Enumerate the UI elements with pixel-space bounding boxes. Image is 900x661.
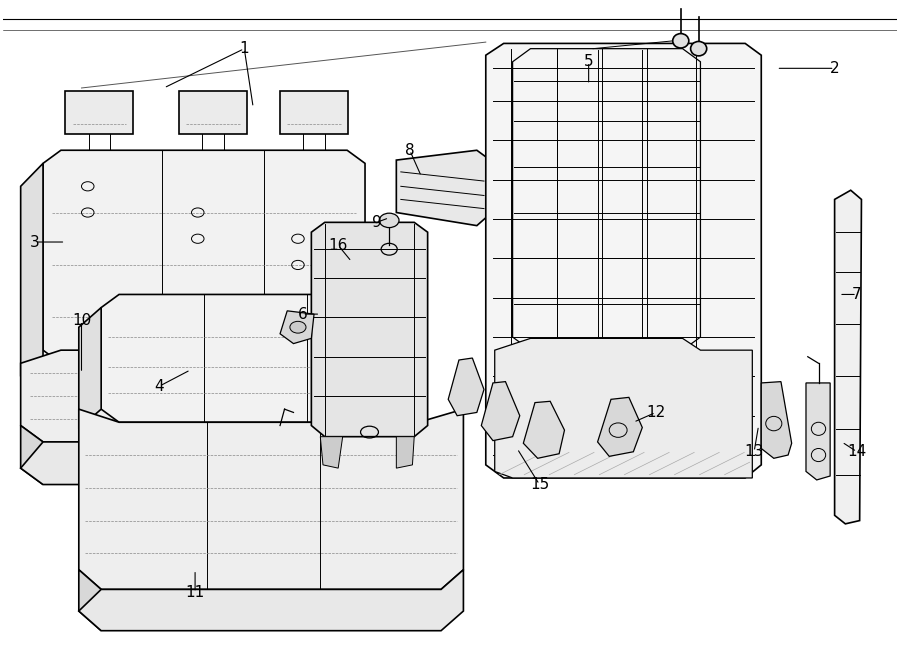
Polygon shape <box>43 150 365 364</box>
Text: 16: 16 <box>328 238 348 253</box>
Text: 4: 4 <box>155 379 164 394</box>
Text: 14: 14 <box>847 444 867 459</box>
Polygon shape <box>834 190 861 524</box>
Text: 5: 5 <box>584 54 593 69</box>
Ellipse shape <box>379 214 399 227</box>
Polygon shape <box>311 222 428 437</box>
Polygon shape <box>79 570 464 631</box>
Text: 9: 9 <box>372 215 382 230</box>
Polygon shape <box>482 381 520 441</box>
Ellipse shape <box>290 321 306 333</box>
Text: 1: 1 <box>239 41 249 56</box>
Polygon shape <box>21 350 391 442</box>
Polygon shape <box>21 426 43 485</box>
Ellipse shape <box>672 34 688 48</box>
Polygon shape <box>21 426 391 485</box>
Polygon shape <box>396 437 414 468</box>
Polygon shape <box>79 409 464 590</box>
Polygon shape <box>320 437 343 468</box>
Text: 7: 7 <box>852 287 862 302</box>
Polygon shape <box>761 381 792 458</box>
Polygon shape <box>280 91 348 134</box>
Polygon shape <box>523 401 564 458</box>
Text: 11: 11 <box>185 585 204 600</box>
Polygon shape <box>79 570 101 631</box>
Text: 12: 12 <box>646 405 665 420</box>
Text: 6: 6 <box>298 307 307 322</box>
Polygon shape <box>79 307 101 429</box>
Polygon shape <box>495 338 752 478</box>
Text: 2: 2 <box>830 61 840 76</box>
Polygon shape <box>806 383 830 480</box>
Ellipse shape <box>690 42 707 56</box>
Text: 3: 3 <box>30 235 40 249</box>
Polygon shape <box>598 397 643 456</box>
Polygon shape <box>280 311 314 344</box>
Polygon shape <box>66 91 133 134</box>
Polygon shape <box>448 358 484 416</box>
Polygon shape <box>21 163 43 376</box>
Polygon shape <box>396 150 490 225</box>
Polygon shape <box>101 294 419 422</box>
Text: 13: 13 <box>744 444 764 459</box>
Text: 10: 10 <box>72 313 91 328</box>
Text: 8: 8 <box>405 143 415 158</box>
Text: 15: 15 <box>530 477 549 492</box>
Polygon shape <box>179 91 247 134</box>
Polygon shape <box>486 44 761 478</box>
